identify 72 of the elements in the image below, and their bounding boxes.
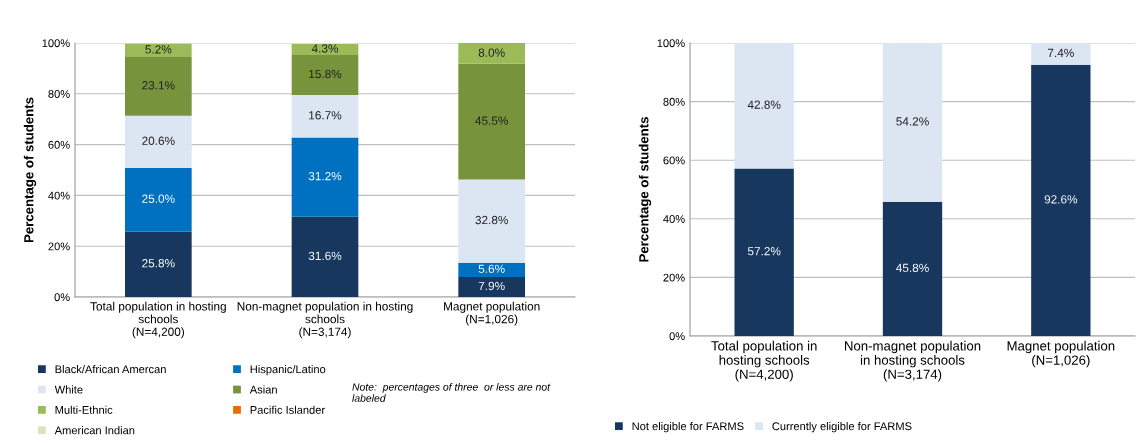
data-label: 32.8% [475,215,508,225]
legend-label: Asian [249,385,277,394]
y-tick-label: 0% [669,332,685,341]
bar [125,115,192,168]
y-tick-label: 0% [54,293,70,302]
data-label: 31.6% [308,251,342,261]
bar [1031,43,1091,65]
data-label: 16.7% [309,111,342,120]
y-tick-label: 20% [663,273,685,282]
data-label: 4.3% [311,44,339,53]
bar [125,43,192,57]
bar [458,262,525,277]
y-tick-label: 40% [48,191,70,200]
data-label: 31.2% [308,171,342,181]
data-label: 5.2% [145,45,172,54]
bar [458,63,525,180]
data-label: 5.6% [478,264,505,273]
bar [734,168,794,336]
legend-label: Multi-Ethnic [55,405,113,414]
y-tick-label: 80% [48,90,70,98]
bar [734,43,794,169]
data-label: 7.9% [478,281,505,291]
data-label: 7.4% [1047,48,1074,57]
bar [125,56,192,116]
legend-label: American Indian [54,426,135,435]
x-tick-label: Non-magnet population in hosting schools (N=3,174) [237,301,413,339]
data-label: 8.0% [478,48,505,57]
data-label: 45.5% [475,116,508,125]
y-tick-label: 100% [657,39,685,48]
x-tick-label: Magnet population (N=1,026) [444,301,540,326]
bar [882,43,943,202]
y-tick-label: 100% [42,39,70,48]
legend-label: White [54,385,83,394]
data-label: 23.1% [142,81,175,90]
x-tick-label: Non-magnet population in hosting schools (N=3,174) [845,340,981,382]
data-label: 92.6% [1044,195,1078,204]
y-tick-label: 60% [663,156,685,165]
legend-label: Currently eligible for FARMS [772,422,912,433]
bar [291,44,359,55]
bar [291,54,359,96]
y-tick-label: 80% [663,97,685,106]
bar [458,43,525,64]
y-tick-label: 20% [48,242,70,251]
y-axis-title: Percentage of students [23,97,37,243]
x-tick-label: Total population in hosting schools (N=4,200) [711,340,817,382]
data-label: 20.6% [142,136,175,145]
y-tick-label: 60% [48,140,70,149]
legend-label: Hispanic/Latino [250,365,326,376]
legend-label: Pacific Islander [250,405,325,414]
text: Note: percentages of three or less are not labeled [352,383,551,402]
bar [882,201,943,336]
x-tick-label: Total population in hosting schools (N=4,200) [90,301,226,339]
y-axis-title: Percentage of students [638,117,652,262]
data-label: 54.2% [896,117,929,126]
bar [291,137,359,217]
legend-label: Not eligible for FARMS [632,422,744,433]
data-label: 57.2% [747,247,781,256]
y-tick-label: 40% [663,215,685,223]
bar [1031,64,1091,336]
bar [125,167,192,232]
data-label: 42.8% [747,100,781,109]
bar [458,276,525,297]
bar [458,179,525,263]
data-label: 45.8% [896,263,929,273]
legend-label: Black/African Amercan [55,365,166,374]
data-label: 15.8% [309,69,342,79]
x-tick-label: Magnet population (N=1,026) [1007,340,1115,368]
bar [125,231,192,297]
bar [291,95,359,138]
data-label: 25.8% [142,259,175,268]
data-label: 25.0% [142,194,175,203]
bar [291,216,359,297]
